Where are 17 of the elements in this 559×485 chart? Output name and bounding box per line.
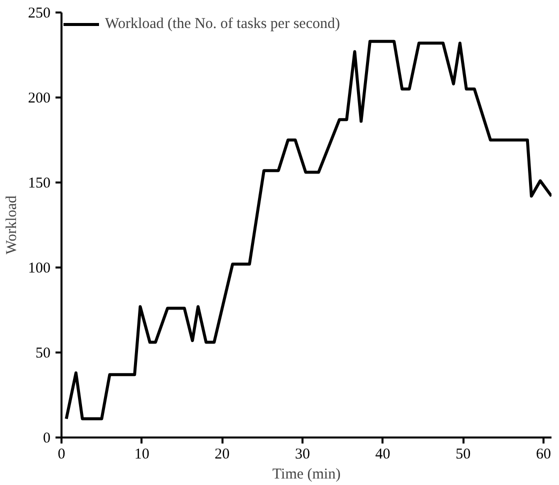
line-series xyxy=(64,40,552,420)
y-tick-label: 100 xyxy=(28,260,50,276)
x-tick-label: 50 xyxy=(456,446,471,462)
y-tick-label: 150 xyxy=(28,176,50,192)
x-tick-label: 0 xyxy=(58,446,66,462)
x-axis-title: Time (min) xyxy=(272,466,341,482)
y-tick-label: 0 xyxy=(43,430,50,446)
legend-label: Workload (the No. of tasks per second) xyxy=(105,16,340,32)
x-tick-label: 10 xyxy=(134,446,150,462)
x-tick-label: 20 xyxy=(214,446,230,462)
y-tick-label: 250 xyxy=(28,6,50,22)
y-tick-label: 50 xyxy=(36,346,50,362)
x-tick-label: 60 xyxy=(536,446,551,462)
y-axis-title: Workload xyxy=(4,195,20,254)
y-tick-label: 200 xyxy=(28,90,50,106)
x-tick-label: 30 xyxy=(294,446,310,462)
x-tick-label: 40 xyxy=(375,446,390,462)
